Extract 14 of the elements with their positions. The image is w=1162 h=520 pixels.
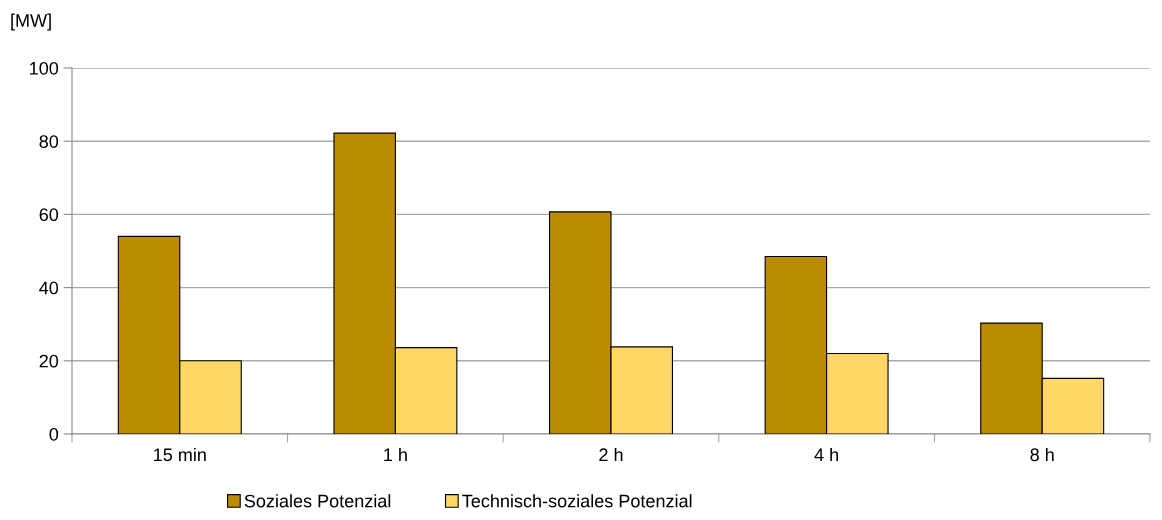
y-tick-label: 60 xyxy=(39,208,59,222)
y-tick-label: 40 xyxy=(39,281,59,295)
x-tick-label: 1 h xyxy=(384,447,407,461)
legend-label: Technisch-soziales Potenzial xyxy=(462,494,692,508)
y-tick-label: 20 xyxy=(39,354,59,368)
x-tick-label: 8 h xyxy=(1030,447,1054,462)
y-axis-title: [MW] xyxy=(11,13,51,31)
x-tick-label: 15 min xyxy=(154,447,206,462)
x-tick-label: 4 h xyxy=(814,447,838,461)
x-tick-label: 2 h xyxy=(599,447,623,461)
y-tick-label: 80 xyxy=(39,135,59,148)
y-tick-label: 100 xyxy=(30,61,59,75)
y-tick-label: 0 xyxy=(49,427,59,441)
legend-label: Soziales Potenzial xyxy=(244,494,391,508)
